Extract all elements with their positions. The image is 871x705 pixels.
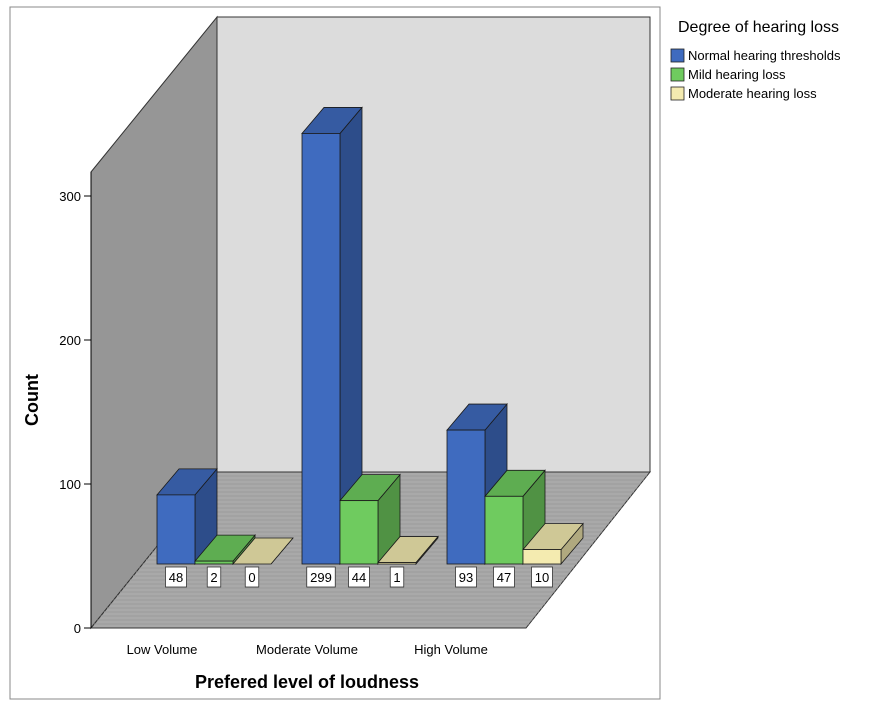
data-label: 44 [352,570,366,585]
legend: Normal hearing thresholds Mild hearing lo… [670,48,841,101]
bar-front [377,562,417,565]
y-tick-label: 100 [59,477,81,492]
bar-front [339,500,379,565]
data-label-box [493,566,515,588]
data-label: 93 [459,570,473,585]
data-label: 0 [248,570,255,585]
bar-2-1 [377,535,439,566]
bar-top [232,537,294,565]
data-label-box [206,566,222,588]
bar-0-1 [301,106,363,566]
back-wall [216,16,651,473]
legend-swatch [670,67,685,82]
bar-front [156,494,196,565]
data-label-box [389,566,405,588]
y-tick-label: 200 [59,333,81,348]
x-tick-label: Low Volume [127,642,198,657]
legend-label: Normal hearing thresholds [688,48,841,63]
data-label-box [531,566,553,588]
legend-label: Moderate hearing loss [688,86,817,101]
bar-1-1 [339,473,401,566]
data-label: 2 [210,570,217,585]
bar-2-2 [522,522,584,566]
y-ticks: 0 100 200 300 [59,189,91,636]
x-tick-labels: Low Volume Moderate Volume High Volume [127,642,488,657]
data-label: 48 [169,570,183,585]
bar-front [194,560,234,565]
data-label-box [455,566,477,588]
x-tick-label: Moderate Volume [256,642,358,657]
y-tick-label: 0 [74,621,81,636]
data-label-box [165,566,187,588]
bar-front [522,549,562,565]
x-axis-title: Prefered level of loudness [195,672,419,692]
legend-swatch [670,86,685,101]
plot-frame [9,6,661,700]
bar-front [484,495,524,565]
data-label: 10 [535,570,549,585]
data-labels-group: 48 2 0 299 44 1 93 47 10 [165,566,553,588]
data-label: 47 [497,570,511,585]
x-tick-label: High Volume [414,642,488,657]
legend-swatch [670,48,685,63]
data-label-box [244,566,260,588]
bar-2-0 [232,537,294,565]
data-label-box [348,566,370,588]
legend-title: Degree of hearing loss [678,19,839,36]
data-label-box [306,566,336,588]
y-axis-title: Count [22,374,42,426]
y-tick-label: 300 [59,189,81,204]
bar-front [301,133,341,565]
data-label: 1 [393,570,400,585]
data-label: 299 [310,570,332,585]
legend-label: Mild hearing loss [688,67,786,82]
bars-group [156,106,584,566]
bar-front [446,429,486,565]
bar-0-0 [156,467,218,566]
